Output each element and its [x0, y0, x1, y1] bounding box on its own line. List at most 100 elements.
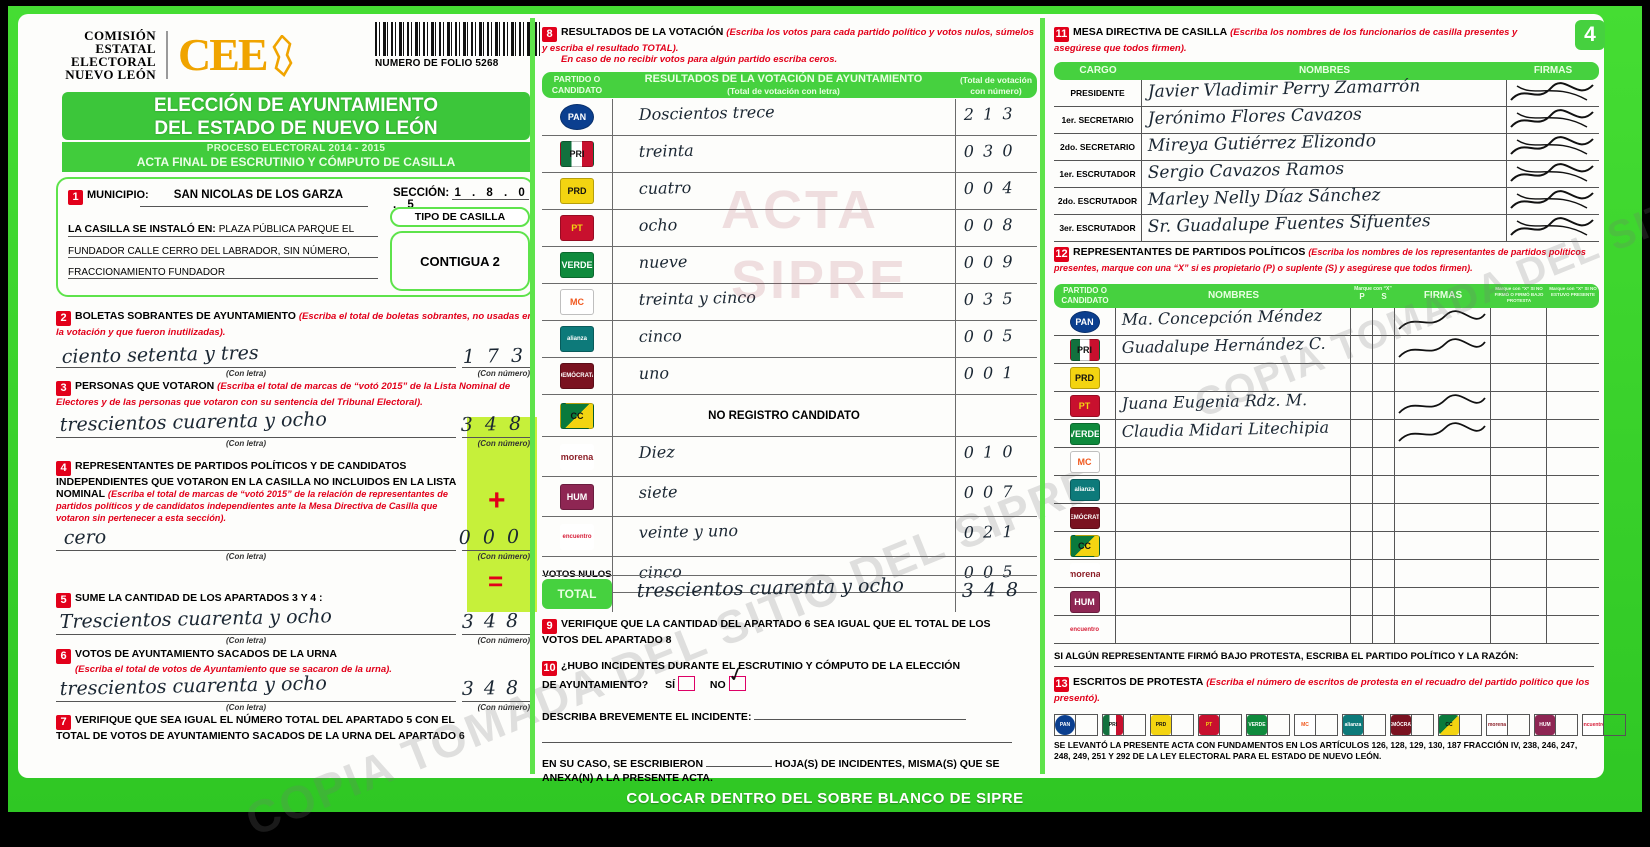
protest-box-humanista[interactable]: HUM — [1534, 714, 1578, 736]
nombre-value[interactable]: Sr. Guadalupe Fuentes Sifuentes — [1147, 211, 1431, 237]
nombre-cell[interactable] — [1116, 476, 1351, 503]
nombre-value[interactable]: Sergio Cavazos Ramos — [1147, 158, 1345, 183]
firma-cell[interactable] — [1507, 107, 1599, 133]
ausente-cell[interactable] — [1547, 476, 1599, 503]
suplente-cell[interactable] — [1373, 392, 1395, 419]
si-checkbox[interactable] — [677, 676, 695, 691]
firma-cell[interactable] — [1507, 215, 1599, 241]
suplente-cell[interactable] — [1373, 588, 1395, 615]
votes-letra-cell[interactable]: siete — [612, 477, 955, 516]
votes-numero-value[interactable]: 0 0 9 — [963, 251, 1015, 272]
ausente-cell[interactable] — [1547, 448, 1599, 475]
section-4-letra-value[interactable]: cero — [63, 526, 107, 549]
protest-count-input-pri[interactable] — [1123, 715, 1145, 735]
no-checkbox[interactable]: ✓ — [725, 662, 747, 691]
votes-letra-cell[interactable]: treinta y cinco — [612, 284, 955, 320]
nombre-cell[interactable] — [1116, 504, 1351, 531]
nombre-cell[interactable]: Claudia Midari Litechipia — [1116, 417, 1351, 447]
firma-cell[interactable] — [1395, 308, 1491, 335]
votes-numero-value[interactable]: 0 2 1 — [963, 521, 1015, 542]
firma-cell[interactable] — [1395, 364, 1491, 391]
firma-cell[interactable] — [1395, 532, 1491, 559]
protest-count-input-prd[interactable] — [1171, 715, 1193, 735]
votes-letra-cell[interactable]: cinco — [612, 321, 955, 357]
votes-letra-cell[interactable]: veinte y uno — [612, 517, 955, 556]
firma-cell[interactable] — [1395, 616, 1491, 643]
tipo-casilla-value[interactable]: CONTIGUA 2 — [420, 254, 500, 269]
section-6-letra-value[interactable]: trescientos cuarenta y ocho — [59, 672, 328, 700]
nombre-cell[interactable] — [1116, 364, 1351, 391]
votes-letra-cell[interactable]: NO REGISTRO CANDIDATO — [612, 395, 955, 436]
votes-numero-cell[interactable]: 0 0 9 — [955, 247, 1037, 283]
suplente-cell[interactable] — [1373, 560, 1395, 587]
votes-numero-cell[interactable]: 0 0 7 — [955, 477, 1037, 516]
votes-numero-cell[interactable]: 0 2 1 — [955, 517, 1037, 556]
protest-count-input-demoacrata[interactable] — [1411, 715, 1433, 735]
votes-numero-value[interactable]: 0 1 0 — [963, 441, 1015, 462]
nombre-value[interactable]: Ma. Concepción Méndez — [1121, 305, 1323, 329]
protest-box-pri[interactable]: PRI — [1102, 714, 1146, 736]
firma-cell[interactable] — [1395, 448, 1491, 475]
protest-count-input-encuentro[interactable] — [1603, 715, 1625, 735]
votes-letra-value[interactable]: uno — [638, 363, 670, 383]
ausente-cell[interactable] — [1547, 532, 1599, 559]
votes-numero-cell[interactable]: 0 3 0 — [955, 136, 1037, 172]
section-4-numero-value[interactable]: 0 0 0 — [458, 525, 522, 549]
ausente-cell[interactable] — [1547, 336, 1599, 363]
ausente-cell[interactable] — [1547, 588, 1599, 615]
protest-count-input-mc[interactable] — [1315, 715, 1337, 735]
address-line-1[interactable]: PLAZA PÚBLICA PARQUE EL — [218, 224, 355, 235]
protest-box-verde[interactable]: VERDE — [1246, 714, 1290, 736]
address-line-2[interactable]: FUNDADOR CALLE CERRO DEL LABRADOR, SIN N… — [68, 246, 350, 257]
firma-cell[interactable] — [1507, 188, 1599, 214]
protesta-cell[interactable] — [1491, 616, 1547, 643]
ausente-cell[interactable] — [1547, 420, 1599, 447]
suplente-cell[interactable] — [1373, 476, 1395, 503]
ausente-cell[interactable] — [1547, 308, 1599, 335]
section-3-letra-value[interactable]: trescientos cuarenta y ocho — [59, 408, 328, 436]
protesta-cell[interactable] — [1491, 532, 1547, 559]
votes-letra-cell[interactable]: Diez — [612, 437, 955, 476]
nombre-cell[interactable] — [1116, 588, 1351, 615]
votes-letra-value[interactable]: Doscientos trece — [638, 102, 775, 124]
protest-box-pan[interactable]: PAN — [1054, 714, 1098, 736]
nombre-value[interactable]: Jerónimo Flores Cavazos — [1147, 104, 1362, 129]
nombre-value[interactable]: Mireya Gutiérrez Elizondo — [1147, 131, 1377, 156]
nombre-value[interactable]: Claudia Midari Litechipia — [1121, 417, 1330, 441]
nombre-cell[interactable]: Sr. Guadalupe Fuentes Sifuentes — [1142, 211, 1507, 241]
nombre-value[interactable]: Javier Vladimir Perry Zamarrón — [1147, 76, 1421, 102]
votes-numero-cell[interactable]: 2 1 3 — [955, 99, 1037, 135]
votes-numero-value[interactable]: 0 3 5 — [963, 288, 1015, 309]
propietario-cell[interactable] — [1351, 616, 1373, 643]
hojas-count-field[interactable] — [705, 757, 772, 767]
protest-count-input-morena[interactable] — [1507, 715, 1529, 735]
votes-numero-cell[interactable]: 0 0 5 — [955, 321, 1037, 357]
ausente-cell[interactable] — [1547, 560, 1599, 587]
ausente-cell[interactable] — [1547, 616, 1599, 643]
section-3-numero-value[interactable]: 3 4 8 — [460, 412, 524, 436]
votes-letra-cell[interactable]: cinco — [612, 557, 955, 592]
votes-numero-value[interactable]: 0 0 4 — [963, 177, 1015, 198]
votes-numero-value[interactable]: 0 0 5 — [963, 325, 1015, 346]
firma-cell[interactable] — [1395, 504, 1491, 531]
votes-numero-cell[interactable]: 0 0 8 — [955, 210, 1037, 246]
votes-numero-value[interactable]: 0 0 8 — [963, 214, 1015, 235]
protest-count-input-panal[interactable] — [1363, 715, 1385, 735]
protest-count-input-pan[interactable] — [1075, 715, 1097, 735]
protest-box-prd[interactable]: PRD — [1150, 714, 1194, 736]
firma-cell[interactable] — [1395, 420, 1491, 447]
incident-field-1[interactable] — [754, 710, 967, 720]
section-5-numero-value[interactable]: 3 4 8 — [461, 609, 520, 633]
nombre-cell[interactable] — [1116, 448, 1351, 475]
section-2-numero-value[interactable]: 1 7 3 — [462, 344, 526, 368]
votes-letra-cell[interactable]: ocho — [612, 210, 955, 246]
votes-letra-value[interactable]: cuatro — [638, 177, 692, 198]
nombre-cell[interactable]: Marley Nelly Díaz Sánchez — [1142, 185, 1507, 214]
ausente-cell[interactable] — [1547, 504, 1599, 531]
votes-numero-cell[interactable] — [955, 395, 1037, 436]
nombre-cell[interactable]: Mireya Gutiérrez Elizondo — [1142, 131, 1507, 160]
nombre-cell[interactable] — [1116, 560, 1351, 587]
municipio-value[interactable]: SAN NICOLAS DE LOS GARZA — [173, 189, 344, 201]
protest-box-morena[interactable]: morena — [1486, 714, 1530, 736]
votes-numero-value[interactable]: 0 0 7 — [963, 481, 1015, 502]
